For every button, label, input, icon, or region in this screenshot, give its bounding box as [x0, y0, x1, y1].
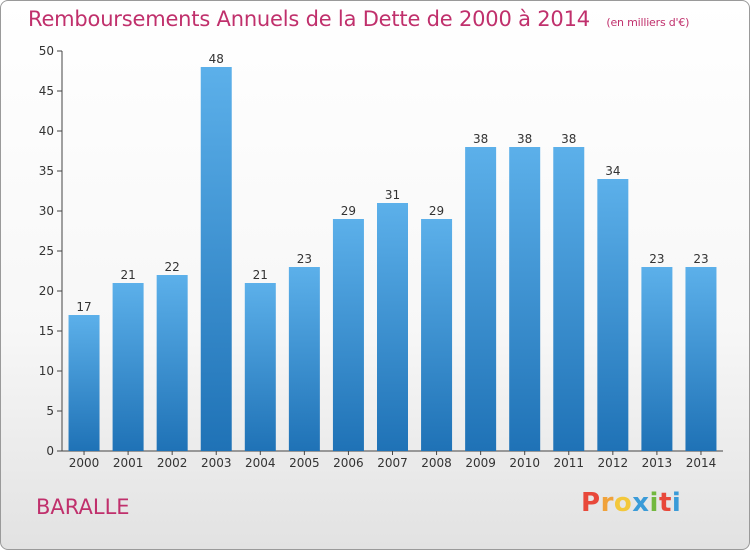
bar-value-label: 17 [76, 300, 91, 314]
chart-title: Remboursements Annuels de la Dette de 20… [28, 7, 689, 31]
x-tick-label: 2005 [289, 456, 320, 470]
proxiti-logo: Proxiti [581, 488, 681, 518]
y-tick-label: 0 [46, 444, 54, 458]
bar [465, 147, 497, 451]
logo-letter: x [632, 488, 650, 518]
x-tick-label: 2013 [642, 456, 673, 470]
bar [509, 147, 541, 451]
bar [244, 283, 276, 451]
x-tick-label: 2003 [201, 456, 232, 470]
bar-value-label: 29 [341, 204, 356, 218]
y-tick-label: 30 [39, 204, 54, 218]
x-tick-label: 2014 [686, 456, 717, 470]
bar [553, 147, 585, 451]
bar-value-label: 23 [693, 252, 708, 266]
logo-letter: i [649, 488, 659, 518]
bar [421, 219, 453, 451]
bar-value-label: 48 [209, 52, 224, 66]
logo-letter: o [613, 488, 633, 518]
bar-value-label: 38 [561, 132, 576, 146]
x-tick-label: 2006 [333, 456, 364, 470]
bar-value-label: 23 [297, 252, 312, 266]
x-tick-label: 2008 [421, 456, 452, 470]
logo-letter: r [600, 488, 614, 518]
x-tick-label: 2010 [509, 456, 540, 470]
commune-name: BARALLE [36, 495, 130, 519]
bar-value-label: 23 [649, 252, 664, 266]
y-tick-label: 35 [39, 164, 54, 178]
x-tick-label: 2004 [245, 456, 276, 470]
bar [156, 275, 188, 451]
x-tick-label: 2002 [157, 456, 188, 470]
axes: 0 5 10 15 20 25 30 35 40 45 50 2000 2001 2002 2003 2004… [39, 44, 723, 470]
bar-value-label: 22 [165, 260, 180, 274]
chart-unit: (en milliers d'€) [606, 16, 690, 29]
logo-letter: P [581, 488, 601, 518]
bar-value-label: 34 [605, 164, 620, 178]
x-tick-label: 2000 [69, 456, 100, 470]
x-tick-label: 2011 [553, 456, 584, 470]
bar-value-label: 29 [429, 204, 444, 218]
bar-value-label: 38 [517, 132, 532, 146]
x-tick-label: 2009 [465, 456, 496, 470]
y-tick-label: 25 [39, 244, 54, 258]
y-tick-label: 10 [39, 364, 54, 378]
bar-value-label: 31 [385, 188, 400, 202]
bar-value-label: 38 [473, 132, 488, 146]
x-tick-label: 2012 [598, 456, 629, 470]
logo-letter: i [671, 488, 682, 518]
x-tick-label: 2007 [377, 456, 408, 470]
bar-value-label: 21 [120, 268, 135, 282]
chart-title-text: Remboursements Annuels de la Dette de 20… [28, 7, 590, 31]
y-tick-label: 50 [39, 44, 54, 58]
bar [685, 267, 717, 451]
y-tick-label: 20 [39, 284, 54, 298]
bars: 17 21 22 48 21 23 29 31 29 38 38 38 34 23 23 [68, 52, 717, 451]
y-tick-label: 15 [39, 324, 54, 338]
bar [200, 67, 232, 451]
bar [112, 283, 144, 451]
bar [332, 219, 364, 451]
x-tick-label: 2001 [113, 456, 144, 470]
bar [377, 203, 408, 451]
bar [641, 267, 673, 451]
logo-letter: t [658, 488, 672, 518]
bar [288, 267, 320, 451]
bar [597, 179, 629, 451]
y-tick-label: 40 [39, 124, 54, 138]
bar-value-label: 21 [253, 268, 268, 282]
bar [68, 315, 100, 451]
y-tick-label: 5 [46, 404, 54, 418]
y-tick-label: 45 [39, 84, 54, 98]
